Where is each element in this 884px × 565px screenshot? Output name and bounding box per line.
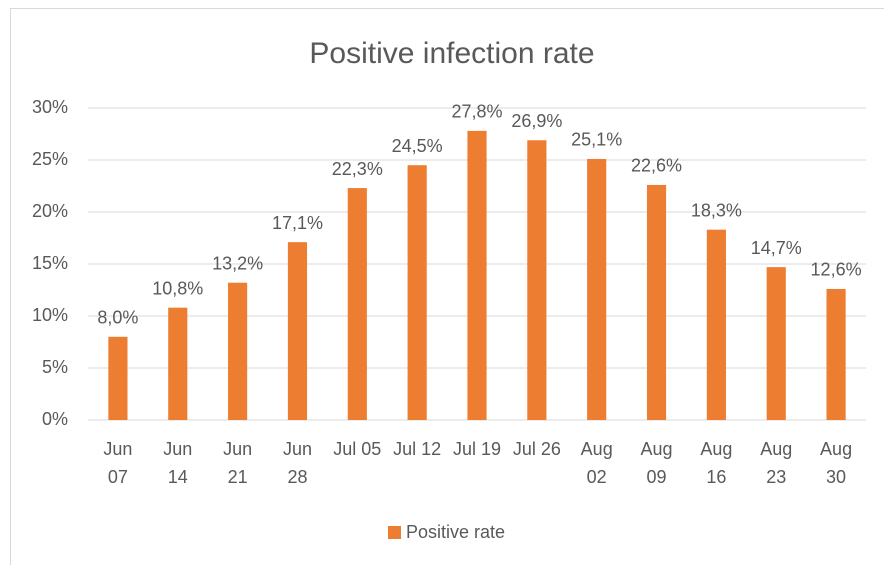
- data-label: 10,8%: [152, 278, 203, 298]
- data-label: 22,6%: [631, 156, 682, 176]
- bar: [706, 229, 726, 420]
- x-tick-label: Aug 02: [581, 439, 613, 487]
- data-label: 14,7%: [751, 238, 802, 258]
- bar: [527, 140, 547, 421]
- data-label: 17,1%: [272, 213, 323, 233]
- x-tick-label: Aug 09: [641, 439, 673, 487]
- bar: [108, 336, 128, 420]
- data-label: 25,1%: [571, 130, 622, 150]
- x-tick-label: Jun 28: [283, 439, 312, 487]
- y-tick-label: 30%: [32, 97, 68, 117]
- data-label: 13,2%: [212, 253, 263, 273]
- data-label: 27,8%: [451, 102, 502, 122]
- x-tick-label: Jul 05: [333, 439, 381, 459]
- legend-label: Positive rate: [406, 522, 505, 542]
- x-tick-label: Jul 19: [453, 439, 501, 459]
- y-tick-label: 20%: [32, 201, 68, 221]
- bar: [467, 130, 487, 420]
- bar: [587, 158, 607, 420]
- data-label: 22,3%: [332, 159, 383, 179]
- bar: [168, 307, 188, 420]
- data-label: 12,6%: [811, 260, 862, 280]
- x-tick-label: Jul 12: [393, 439, 441, 459]
- bar: [826, 288, 846, 420]
- x-tick-label: Aug 23: [760, 439, 792, 487]
- bar: [646, 184, 667, 420]
- bar: [228, 282, 248, 420]
- x-tick-label: Aug 16: [700, 439, 732, 487]
- y-tick-label: 10%: [32, 305, 68, 325]
- x-tick-label: Jun 07: [103, 439, 132, 487]
- legend-swatch: [388, 526, 401, 539]
- data-label: 8,0%: [97, 308, 138, 328]
- bar: [347, 188, 367, 420]
- bar: [766, 267, 786, 420]
- x-tick-label: Aug 30: [820, 439, 852, 487]
- chart-title: Positive infection rate: [309, 37, 594, 70]
- data-label: 24,5%: [392, 136, 443, 156]
- x-tick-label: Jun 14: [163, 439, 192, 487]
- y-tick-label: 5%: [42, 357, 68, 377]
- y-tick-label: 15%: [32, 253, 68, 273]
- data-label: 18,3%: [691, 200, 742, 220]
- x-tick-label: Jul 26: [513, 439, 561, 459]
- bar: [287, 242, 308, 420]
- bar: [407, 165, 427, 420]
- data-label: 26,9%: [511, 111, 562, 131]
- y-tick-label: 0%: [42, 409, 68, 429]
- chart-frame: [10, 8, 884, 565]
- x-tick-label: Jun 21: [223, 439, 252, 487]
- y-tick-label: 25%: [32, 149, 68, 169]
